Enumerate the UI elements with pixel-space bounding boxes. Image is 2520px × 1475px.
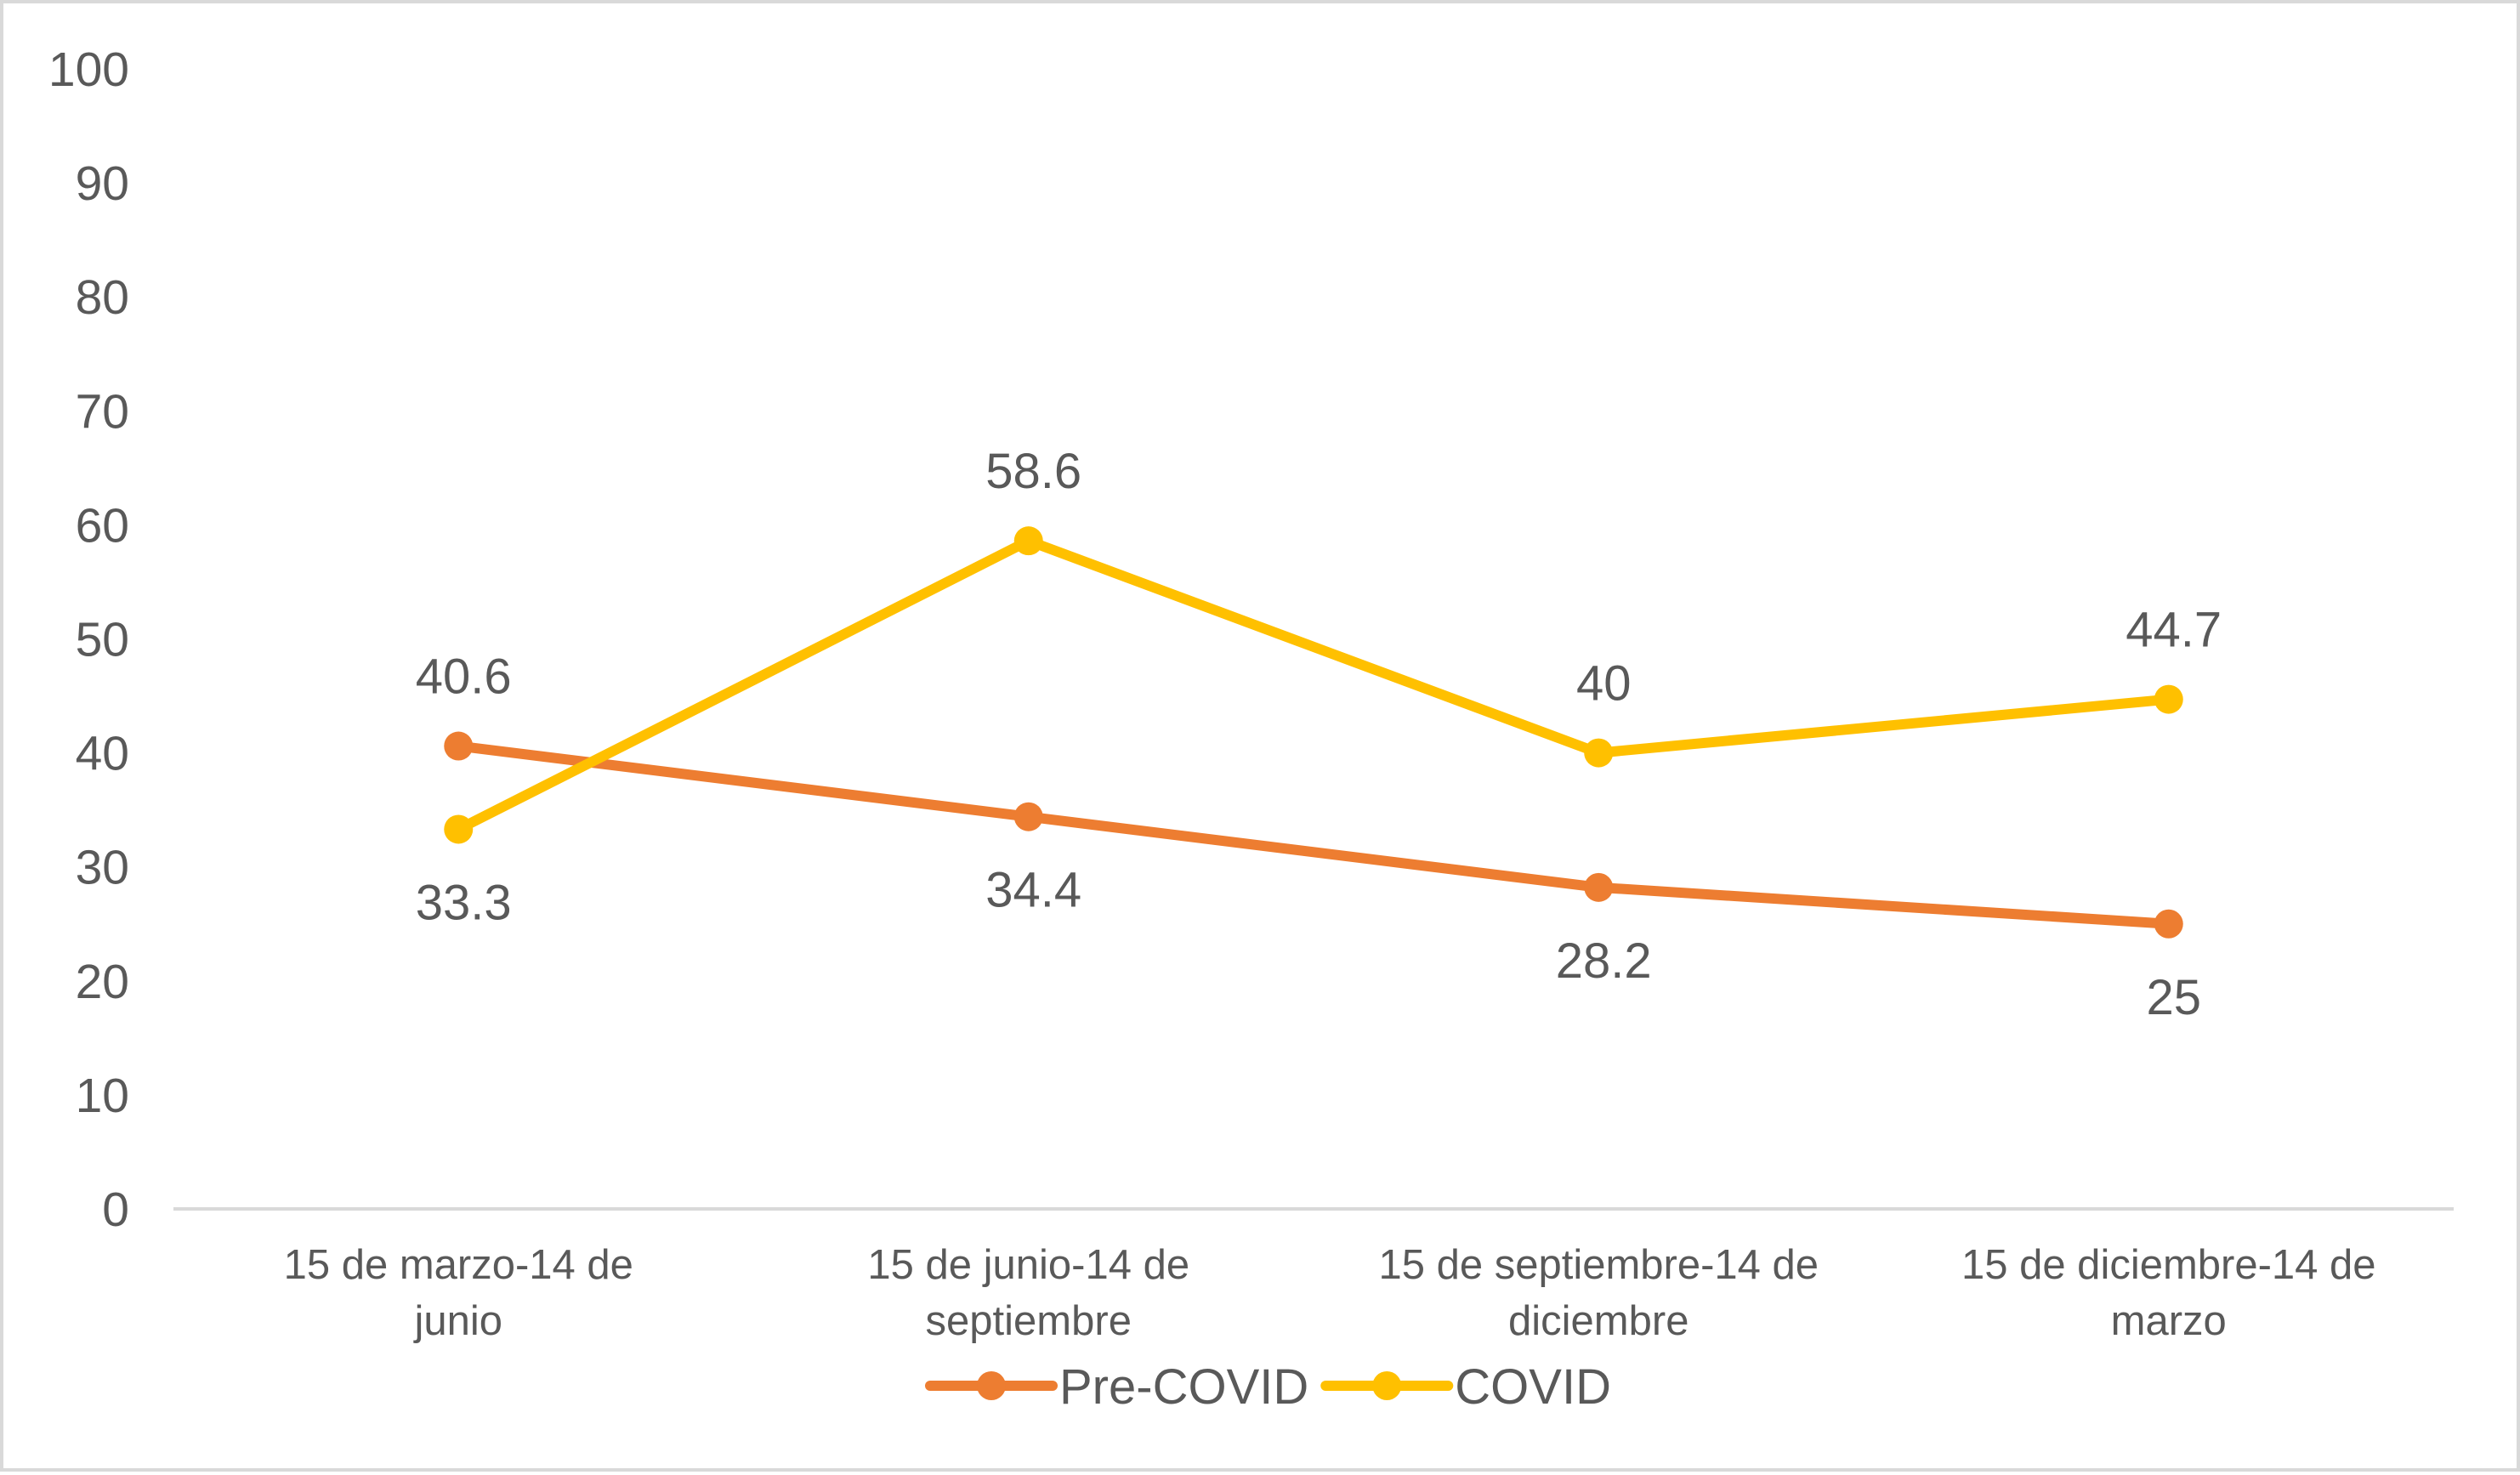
y-tick-label: 80 [76, 270, 129, 325]
data-point-pre-covid [1584, 872, 1614, 902]
legend-swatch-marker [1372, 1371, 1402, 1400]
data-label-pre-covid: 25 [2146, 970, 2201, 1025]
legend-item-covid: COVID [1320, 1359, 1611, 1415]
y-tick-label: 20 [76, 955, 129, 1009]
data-point-covid [1584, 738, 1614, 768]
data-point-covid [2154, 684, 2183, 714]
legend-label: Pre-COVID [1059, 1359, 1308, 1415]
y-tick-label: 90 [76, 156, 129, 211]
data-labels: 40.6 34.4 28.2 25 33.3 58.6 40 44.7 [416, 444, 2222, 1025]
legend-label: COVID [1455, 1359, 1611, 1415]
data-point-pre-covid [2154, 909, 2183, 939]
data-label-pre-covid: 28.2 [1556, 933, 1652, 989]
data-label-covid: 44.7 [2126, 603, 2222, 658]
legend-item-pre-covid: Pre-COVID [925, 1359, 1308, 1415]
series-line-covid [453, 536, 2174, 835]
data-point-covid [1013, 526, 1043, 556]
series-lines [453, 536, 2174, 929]
y-tick-label: 30 [76, 841, 129, 895]
x-category-label: 15 de marzo-14 de junio [284, 1242, 633, 1344]
data-label-covid: 40 [1576, 656, 1632, 712]
series-markers [444, 526, 2183, 939]
x-axis-category-labels: 15 de marzo-14 de junio 15 de junio-14 de s… [284, 1242, 2376, 1344]
y-tick-label: 60 [76, 498, 129, 553]
y-tick-label: 70 [76, 384, 129, 439]
data-label-covid: 58.6 [985, 444, 1081, 499]
data-label-pre-covid: 40.6 [416, 650, 512, 705]
x-category-label: 15 de junio-14 de septiembre [867, 1242, 1189, 1344]
data-label-covid: 33.3 [416, 875, 512, 930]
legend: Pre-COVID COVID [925, 1359, 1611, 1415]
data-label-pre-covid: 34.4 [985, 863, 1081, 918]
legend-swatch-marker [977, 1371, 1006, 1400]
x-category-label: 15 de septiembre-14 de diciembre [1378, 1242, 1819, 1344]
y-tick-label: 10 [76, 1069, 129, 1123]
series-line-pre-covid [453, 740, 2174, 929]
y-tick-label: 100 [48, 43, 129, 97]
y-tick-label: 40 [76, 727, 129, 781]
y-tick-label: 50 [76, 613, 129, 667]
data-point-pre-covid [1013, 802, 1043, 831]
y-axis-tick-labels: 0 10 20 30 40 50 60 70 80 90 100 [48, 43, 129, 1237]
y-tick-label: 0 [102, 1183, 129, 1237]
data-point-covid [444, 814, 474, 844]
data-point-pre-covid [444, 731, 474, 761]
x-category-label: 15 de diciembre-14 de marzo [1961, 1242, 2376, 1344]
line-chart: 0 10 20 30 40 50 60 70 80 90 100 15 de marzo-14 de… [48, 43, 2454, 1415]
